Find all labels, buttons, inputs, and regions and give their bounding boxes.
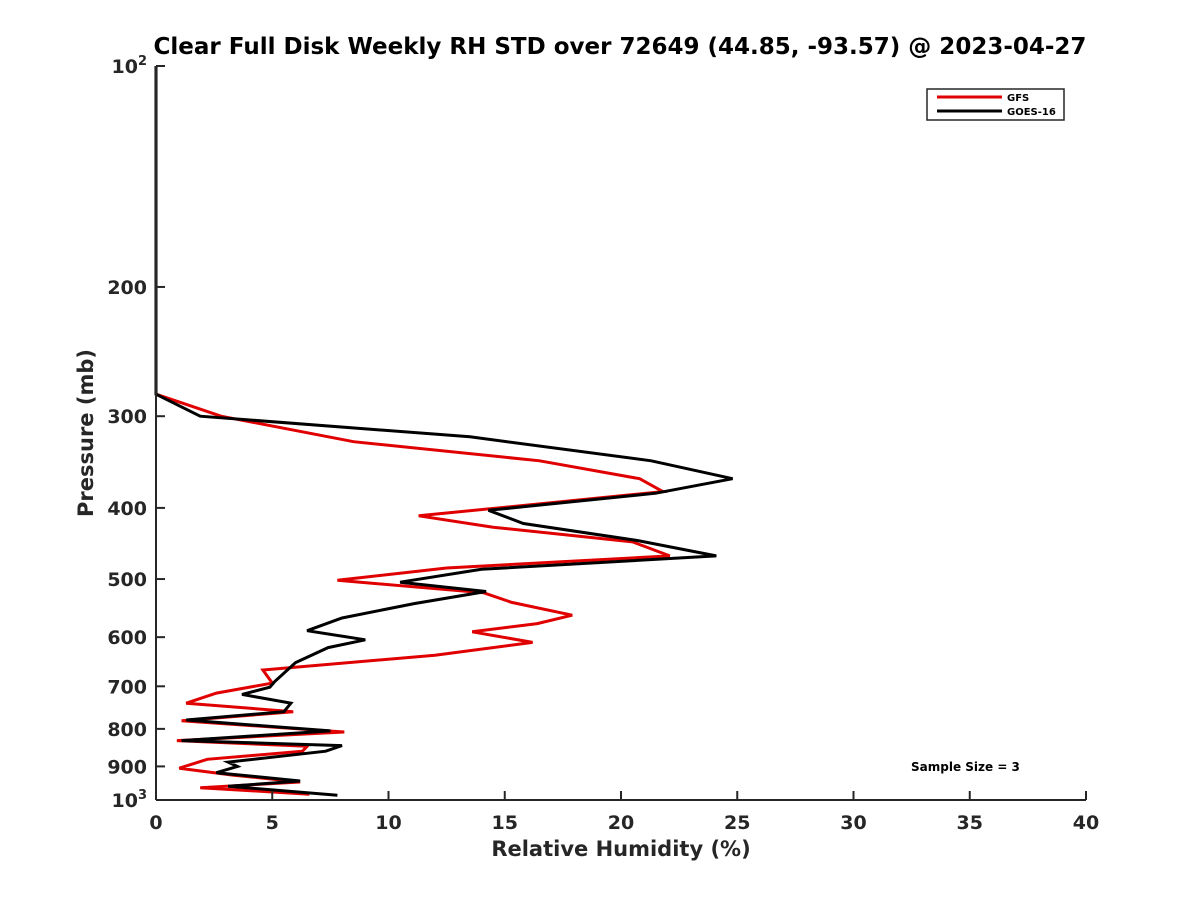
y-tick-label: 10 xyxy=(112,56,138,78)
x-tick-label: 35 xyxy=(957,812,983,834)
chart-title: Clear Full Disk Weekly RH STD over 72649… xyxy=(154,34,1087,60)
x-tick-label: 30 xyxy=(840,812,866,834)
y-axis-label: Pressure (mb) xyxy=(74,349,98,517)
sample-size-annotation: Sample Size = 3 xyxy=(911,760,1020,774)
y-tick-label: 300 xyxy=(107,406,147,428)
legend-label-goes-16: GOES-16 xyxy=(1007,107,1056,118)
x-tick-label: 10 xyxy=(375,812,401,834)
y-tick-label: 500 xyxy=(107,569,147,591)
x-ticks: 0 5 10 15 20 25 30 35 40 xyxy=(149,791,1099,834)
y-tick-exponent: 2 xyxy=(138,54,147,69)
y-tick-label: 400 xyxy=(107,498,147,520)
x-tick-label: 5 xyxy=(266,812,279,834)
x-tick-label: 20 xyxy=(608,812,634,834)
series-line-goes-16 xyxy=(154,66,733,797)
plot-series xyxy=(154,66,733,797)
x-axis-label: Relative Humidity (%) xyxy=(491,837,750,861)
x-tick-label: 15 xyxy=(492,812,518,834)
y-tick-label: 900 xyxy=(107,756,147,778)
x-tick-label: 40 xyxy=(1073,812,1099,834)
y-tick-label: 10 xyxy=(112,790,138,812)
y-tick-label: 700 xyxy=(107,676,147,698)
x-tick-label: 0 xyxy=(149,812,162,834)
y-tick-label: 200 xyxy=(107,277,147,299)
y-tick-label: 600 xyxy=(107,627,147,649)
legend-label-gfs: GFS xyxy=(1007,93,1029,104)
y-tick-label: 800 xyxy=(107,719,147,741)
legend-box xyxy=(926,88,1065,121)
y-tick-exponent: 3 xyxy=(138,788,147,803)
x-tick-label: 25 xyxy=(724,812,750,834)
series-line-gfs xyxy=(154,66,671,796)
legend: GFS GOES-16 xyxy=(926,88,1065,121)
